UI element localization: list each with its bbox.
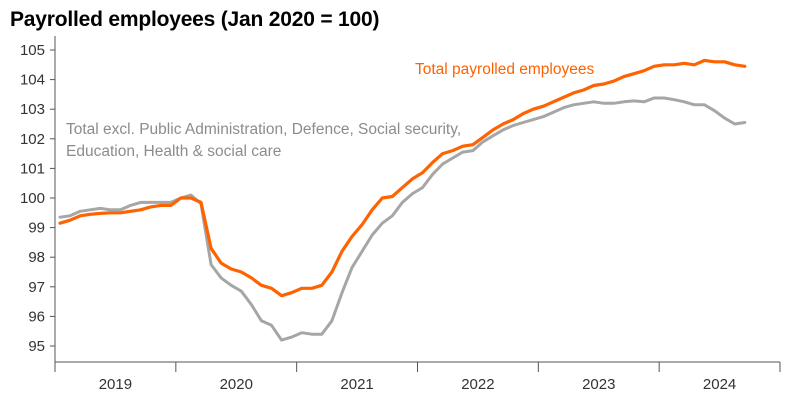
series-label-total: Total payrolled employees — [415, 61, 594, 78]
x-tick-label: 2022 — [461, 376, 494, 393]
y-tick-label: 100 — [20, 190, 45, 207]
chart-title: Payrolled employees (Jan 2020 = 100) — [10, 8, 380, 31]
y-tick-label: 99 — [28, 220, 45, 237]
y-axis: 95 96 97 98 99 100 101 102 103 104 105 — [20, 36, 56, 362]
y-tick-label: 101 — [20, 160, 45, 177]
series-label-excl-line: Education, Health & social care — [66, 143, 281, 160]
series-line-total — [58, 58, 747, 298]
x-tick-label: 2024 — [703, 376, 736, 393]
series-layer — [58, 58, 747, 342]
x-tick-label: 2021 — [340, 376, 373, 393]
y-tick-label: 95 — [28, 338, 45, 355]
y-tick-label: 96 — [28, 308, 45, 325]
x-tick-label: 2019 — [99, 376, 132, 393]
series-label-excl-line: Total excl. Public Administration, Defen… — [66, 121, 461, 138]
y-tick-label: 105 — [20, 42, 45, 59]
y-tick-label: 103 — [20, 101, 45, 118]
y-tick-label: 104 — [20, 72, 45, 89]
y-tick-label: 98 — [28, 249, 45, 266]
x-tick-label: 2023 — [582, 376, 615, 393]
y-tick-label: 97 — [28, 279, 45, 296]
x-tick-label: 2020 — [220, 376, 253, 393]
series-line-excl — [58, 96, 747, 342]
x-axis: 2019 2020 2021 2022 2023 2024 — [54, 361, 781, 393]
series-labels: Total payrolled employees Total excl. Pub… — [66, 61, 594, 160]
y-tick-label: 102 — [20, 131, 45, 148]
